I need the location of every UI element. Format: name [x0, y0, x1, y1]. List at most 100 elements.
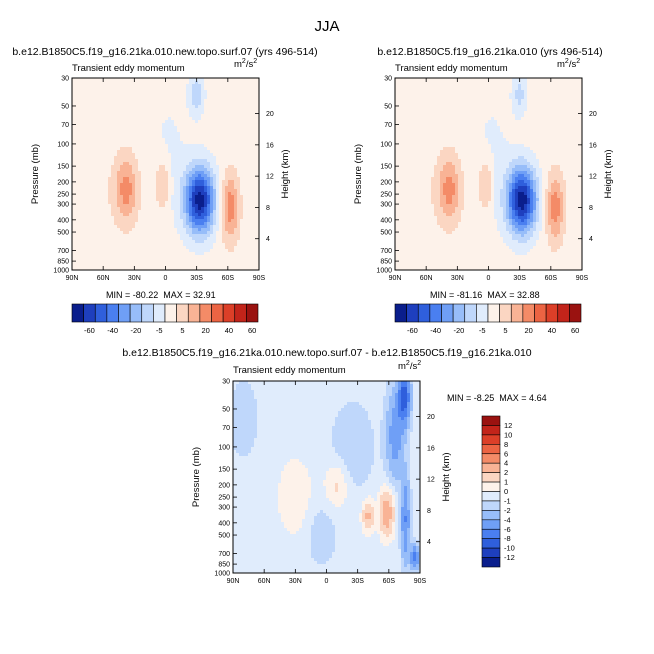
field-cell [234, 165, 238, 169]
field-cell [186, 255, 190, 259]
field-cell [237, 261, 241, 265]
field-cell [117, 189, 121, 193]
x-tick-label: 60N [97, 275, 110, 282]
field-cell [159, 216, 163, 220]
field-cell [108, 129, 112, 133]
field-cell [231, 222, 235, 226]
field-cell [180, 120, 184, 124]
field-cell [153, 147, 157, 151]
field-cell [171, 261, 175, 265]
field-cell [102, 156, 106, 160]
field-cell [111, 243, 115, 247]
field-cell [225, 153, 229, 157]
field-cell [204, 132, 208, 136]
field-cell [207, 81, 211, 85]
field-cell [201, 207, 205, 211]
field-cell [135, 144, 139, 148]
field-cell [102, 231, 106, 235]
field-cell [246, 186, 250, 190]
field-cell [407, 93, 411, 97]
field-cell [467, 87, 471, 91]
field-cell [126, 144, 130, 148]
field-cell [156, 150, 160, 154]
field-cell [216, 78, 220, 82]
field-cell [431, 90, 435, 94]
field-cell [153, 96, 157, 100]
field-cell [147, 216, 151, 220]
field-cell [198, 162, 202, 166]
field-cell [482, 93, 486, 97]
field-cell [93, 210, 97, 214]
field-cell [231, 132, 235, 136]
field-cell [243, 99, 247, 103]
field-cell [204, 246, 208, 250]
field-cell [78, 228, 82, 232]
field-cell [443, 87, 447, 91]
field-cell [126, 120, 130, 124]
field-cell [129, 159, 133, 163]
field-cell [87, 204, 91, 208]
field-cell [138, 189, 142, 193]
field-cell [425, 99, 429, 103]
field-cell [252, 120, 256, 124]
field-cell [228, 234, 232, 238]
field-cell [123, 111, 127, 115]
field-cell [153, 216, 157, 220]
field-cell [78, 267, 82, 271]
field-cell [189, 174, 193, 178]
field-cell [210, 153, 214, 157]
field-cell [120, 138, 124, 142]
field-cell [99, 84, 103, 88]
field-cell [141, 240, 145, 244]
field-cell [509, 81, 513, 85]
field-cell [165, 105, 169, 109]
field-cell [234, 234, 238, 238]
field-cell [195, 231, 199, 235]
field-cell [177, 108, 181, 112]
field-cell [213, 225, 217, 229]
field-cell [183, 231, 187, 235]
field-cell [551, 78, 555, 82]
field-cell [201, 87, 205, 91]
field-cell [114, 135, 118, 139]
field-cell [90, 255, 94, 259]
field-cell [96, 120, 100, 124]
field-cell [117, 168, 121, 172]
field-cell [102, 117, 106, 121]
field-cell [243, 264, 247, 268]
field-cell [419, 102, 423, 106]
field-cell [467, 78, 471, 82]
field-cell [195, 198, 199, 202]
field-cell [147, 93, 151, 97]
field-cell [470, 105, 474, 109]
field-cell [225, 237, 229, 241]
field-cell [234, 246, 238, 250]
field-cell [90, 162, 94, 166]
field-cell [240, 234, 244, 238]
field-cell [144, 87, 148, 91]
field-cell [123, 90, 127, 94]
field-cell [108, 123, 112, 127]
field-cell [114, 267, 118, 271]
field-cell [198, 264, 202, 268]
field-cell [105, 105, 109, 109]
field-cell [404, 84, 408, 88]
field-cell [144, 237, 148, 241]
field-cell [108, 99, 112, 103]
field-cell [174, 252, 178, 256]
field-cell [153, 105, 157, 109]
field-cell [180, 255, 184, 259]
field-cell [506, 93, 510, 97]
field-cell [132, 81, 136, 85]
field-cell [168, 261, 172, 265]
field-cell [171, 201, 175, 205]
field-cell [159, 108, 163, 112]
field-cell [446, 102, 450, 106]
field-cell [78, 129, 82, 133]
field-cell [117, 126, 121, 130]
field-cell [237, 123, 241, 127]
field-cell [126, 201, 130, 205]
field-cell [114, 210, 118, 214]
field-cell [75, 90, 79, 94]
field-cell [231, 231, 235, 235]
